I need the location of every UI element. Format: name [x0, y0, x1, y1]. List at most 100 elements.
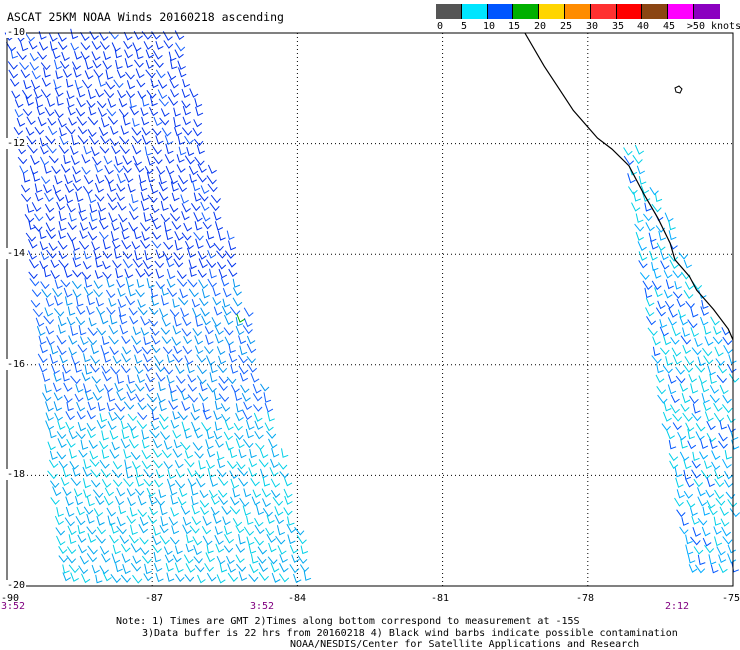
- wind-barb: [140, 200, 150, 212]
- wind-barb: [230, 384, 240, 393]
- wind-barb: [149, 183, 159, 194]
- note-line-3: NOAA/NESDIS/Center for Satellite Applica…: [290, 639, 640, 650]
- wind-barb: [77, 344, 88, 353]
- wind-barb: [245, 428, 254, 439]
- wind-barb: [86, 553, 98, 563]
- wind-barb: [50, 344, 59, 355]
- wind-barb: [141, 31, 153, 40]
- wind-barb: [235, 438, 245, 449]
- wind-barb: [685, 544, 694, 555]
- wind-barb: [9, 78, 20, 87]
- coastline: [524, 32, 734, 341]
- wind-barb: [93, 280, 103, 289]
- wind-barb: [184, 574, 195, 582]
- wind-barb: [668, 307, 678, 318]
- wind-barb: [124, 49, 133, 59]
- wind-barb: [84, 70, 94, 80]
- wind-barb: [695, 431, 705, 441]
- wind-barb: [166, 354, 175, 364]
- wind-barb: [178, 488, 188, 498]
- wind-barb: [115, 267, 123, 279]
- wind-barb: [81, 372, 91, 382]
- wind-barb: [184, 450, 194, 459]
- wind-barb: [41, 289, 52, 298]
- wind-barb: [114, 48, 123, 59]
- wind-barb: [170, 391, 178, 402]
- wind-barb: [169, 174, 179, 185]
- wind-barb: [216, 555, 226, 565]
- wind-barb: [16, 117, 26, 127]
- wind-barb: [77, 421, 87, 432]
- pass-time-west-1: 3:52: [1, 601, 26, 612]
- wind-barb: [663, 270, 673, 279]
- wind-barb: [201, 422, 212, 432]
- wind-barb: [198, 192, 209, 202]
- wind-barb: [691, 469, 702, 479]
- wind-barb: [146, 278, 155, 289]
- wind-barb: [268, 542, 277, 553]
- wind-barb: [722, 336, 733, 346]
- wind-barb: [52, 486, 62, 497]
- wind-barb: [216, 574, 226, 584]
- wind-barb: [123, 31, 133, 41]
- wind-barb: [683, 289, 694, 299]
- wind-barb: [720, 518, 730, 527]
- wind-barb: [701, 392, 710, 404]
- wind-barb: [689, 395, 699, 404]
- wind-barb: [154, 479, 164, 488]
- wind-barb: [129, 316, 139, 325]
- wind-barb: [641, 191, 651, 202]
- wind-barb: [132, 258, 143, 268]
- wind-barb: [194, 429, 203, 439]
- wind-barb: [255, 442, 265, 451]
- wind-barb: [171, 336, 181, 346]
- wind-barb: [49, 41, 58, 51]
- wind-barb: [683, 490, 694, 499]
- wind-barb: [66, 317, 76, 326]
- wind-barb: [195, 316, 203, 327]
- wind-barb: [83, 145, 92, 155]
- wind-barb: [192, 536, 203, 546]
- wind-barb: [62, 572, 71, 582]
- wind-barb: [128, 221, 138, 232]
- wind-barb: [729, 508, 740, 518]
- wind-barb: [71, 240, 80, 252]
- wind-barb: [56, 335, 67, 345]
- wind-barb: [677, 431, 687, 441]
- wind-barb: [692, 403, 701, 414]
- wind-barb: [232, 297, 243, 307]
- wind-barb: [246, 343, 257, 354]
- wind-barb: [691, 515, 700, 525]
- wind-barb: [702, 506, 710, 516]
- wind-barb: [154, 363, 165, 373]
- wind-barb: [107, 420, 117, 431]
- wind-barb: [162, 250, 173, 261]
- wind-barb: [714, 478, 725, 488]
- wind-barb: [683, 259, 693, 269]
- wind-barb: [93, 250, 102, 260]
- lon-label-90w: -90: [0, 593, 20, 604]
- wind-barb: [34, 126, 45, 135]
- wind-barb: [634, 144, 645, 155]
- wind-barb: [181, 328, 192, 337]
- wind-barb: [218, 382, 228, 391]
- wind-barb: [54, 175, 63, 185]
- lat-label-18s: -18: [6, 469, 27, 480]
- wind-barb: [671, 326, 681, 337]
- pass-time-east: 2:12: [665, 601, 690, 612]
- wind-barb: [109, 534, 119, 544]
- wind-barb: [39, 241, 48, 251]
- wind-barb: [721, 526, 732, 537]
- wind-barb: [185, 543, 194, 553]
- wind-barb: [84, 59, 94, 70]
- wind-barb: [703, 355, 714, 365]
- wind-barb: [57, 438, 67, 448]
- wind-barb: [303, 570, 312, 581]
- wind-barb: [184, 429, 192, 439]
- wind-barb: [66, 401, 74, 412]
- wind-barb: [682, 344, 691, 354]
- wind-barb: [199, 490, 209, 499]
- wind-barb: [31, 289, 42, 298]
- wind-barb: [43, 315, 54, 325]
- wind-barb: [270, 489, 281, 499]
